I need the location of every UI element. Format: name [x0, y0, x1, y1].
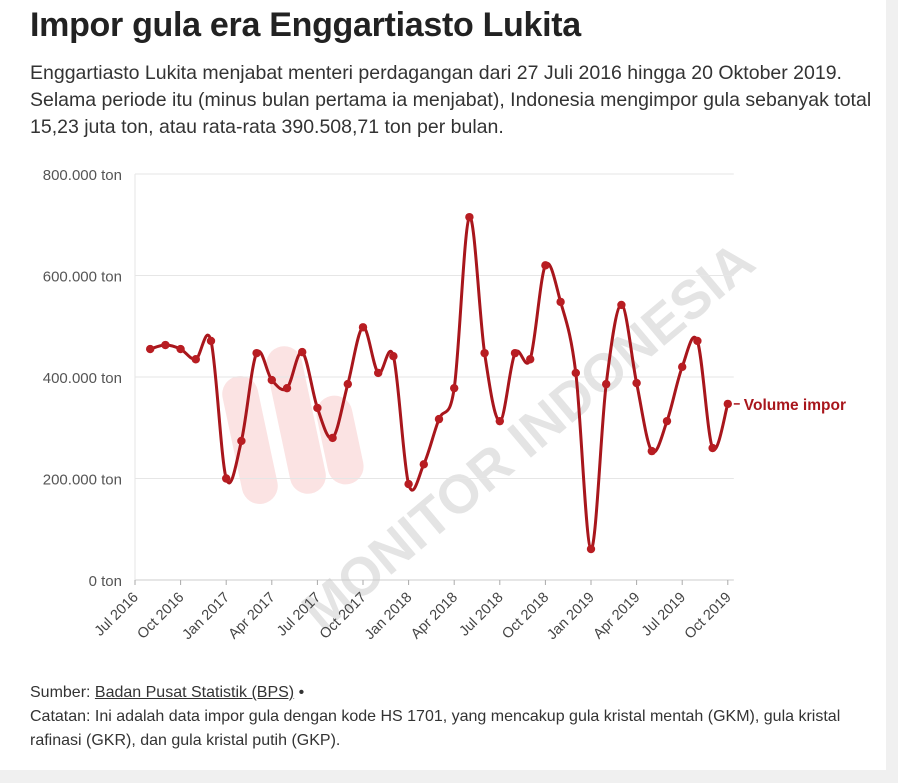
- data-point: [434, 414, 444, 424]
- data-point: [495, 416, 504, 426]
- watermark-shape: [316, 395, 364, 485]
- x-tick-label: Apr 2019: [590, 590, 643, 643]
- chart-footer: Sumber: Badan Pusat Statistik (BPS) • Ca…: [30, 681, 880, 753]
- data-point: [237, 436, 246, 446]
- data-point: [328, 433, 337, 443]
- data-point: [374, 368, 383, 378]
- data-point: [282, 383, 292, 393]
- data-point: [252, 348, 261, 358]
- data-point: [222, 474, 231, 483]
- chart-card: Impor gula era Enggartiasto Lukita Engga…: [0, 0, 886, 770]
- data-point: [191, 355, 200, 364]
- data-point: [708, 443, 717, 453]
- series-line: [149, 215, 730, 551]
- source-link[interactable]: Badan Pusat Statistik (BPS): [94, 684, 295, 701]
- data-point: [556, 297, 565, 307]
- y-tick-label: 600.000 ton: [43, 269, 122, 286]
- x-tick-label: Oct 2016: [135, 590, 188, 643]
- data-point: [617, 300, 626, 310]
- data-point: [723, 399, 732, 409]
- data-point: [465, 212, 474, 222]
- data-point: [662, 416, 672, 426]
- data-point: [602, 379, 611, 389]
- watermark-shape: [222, 376, 278, 504]
- data-point: [480, 348, 489, 358]
- chart-subtitle: Enggartiasto Lukita menjabat menteri per…: [30, 62, 872, 138]
- data-point: [571, 368, 580, 378]
- data-point: [206, 336, 216, 346]
- data-point: [267, 375, 276, 385]
- data-point: [647, 446, 656, 456]
- y-tick-label: 400.000 ton: [43, 370, 122, 387]
- y-tick-label: 200.000 ton: [43, 472, 122, 489]
- data-point: [313, 403, 322, 413]
- y-tick-label: 800.000 ton: [43, 167, 122, 184]
- source-label: Sumber:: [30, 684, 95, 701]
- x-tick-label: Jan 2019: [544, 590, 598, 644]
- data-point: [541, 261, 550, 270]
- data-point: [146, 344, 155, 354]
- x-tick-label: Apr 2017: [226, 590, 279, 643]
- data-point: [404, 479, 413, 489]
- series-label: Volume impor: [744, 397, 846, 414]
- chart-note: Catatan: Ini adalah data impor gula deng…: [30, 708, 841, 749]
- x-tick-label: Oct 2019: [682, 590, 735, 643]
- data-point: [693, 336, 702, 346]
- page-title: Impor gula era Enggartiasto Lukita: [30, 6, 581, 44]
- data-point: [419, 460, 428, 469]
- data-point: [586, 544, 596, 554]
- data-point: [298, 347, 307, 357]
- y-tick-label: 0 ton: [89, 573, 122, 590]
- source-separator: •: [294, 684, 305, 701]
- data-point: [450, 383, 459, 393]
- data-point: [678, 362, 687, 372]
- x-tick-label: Oct 2018: [499, 590, 552, 643]
- x-tick-label: Jan 2017: [180, 590, 234, 644]
- data-point: [343, 379, 352, 389]
- data-point: [526, 355, 535, 364]
- data-point: [510, 348, 520, 358]
- x-tick-label: Apr 2018: [408, 590, 461, 643]
- data-point: [358, 323, 368, 332]
- data-point: [389, 351, 398, 361]
- source-line: Sumber: Badan Pusat Statistik (BPS) •: [30, 681, 880, 705]
- watermark-shape: [266, 346, 326, 494]
- data-point: [161, 340, 170, 350]
- data-point: [632, 378, 641, 388]
- data-point: [176, 344, 185, 354]
